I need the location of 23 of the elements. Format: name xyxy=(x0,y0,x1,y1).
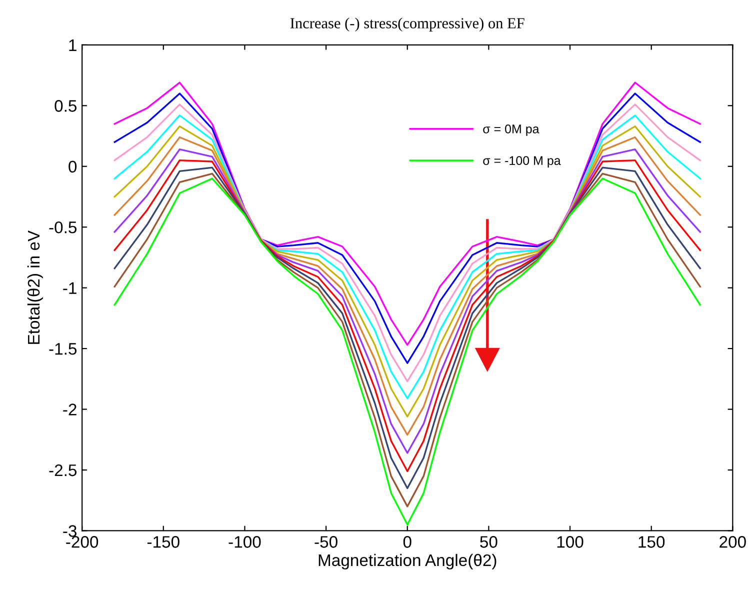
y-tick-label: -2.5 xyxy=(49,464,77,476)
y-tick-label: -0.5 xyxy=(49,221,77,234)
y-axis-title: Etotal(θ2) in eV xyxy=(27,230,43,344)
legend-label: σ = 0M pa xyxy=(483,124,540,136)
x-tick-label: 200 xyxy=(720,536,746,548)
y-tick-label: -2 xyxy=(63,404,76,416)
x-tick-label: 50 xyxy=(480,536,498,548)
y-tick-label: -1 xyxy=(63,282,76,294)
x-tick-label: -50 xyxy=(314,536,338,548)
x-axis-title: Magnetization Angle(θ2) xyxy=(318,554,496,570)
legend-label: σ = -100 M pa xyxy=(483,156,561,168)
chart-title: Increase (-) stress(compressive) on EF xyxy=(290,18,524,32)
y-tick-label: -1.5 xyxy=(49,343,77,355)
x-tick-label: 150 xyxy=(638,536,665,548)
x-tick-label: 0 xyxy=(403,536,412,548)
x-tick-label: -100 xyxy=(228,536,261,548)
y-tick-label: 0.5 xyxy=(54,100,77,112)
x-tick-label: -200 xyxy=(66,536,98,548)
y-tick-label: -3 xyxy=(63,525,76,537)
x-tick-label: -150 xyxy=(147,536,180,548)
x-tick-label: 100 xyxy=(557,536,584,548)
y-tick-label: 0 xyxy=(68,160,77,173)
y-tick-label: 1 xyxy=(69,39,76,51)
